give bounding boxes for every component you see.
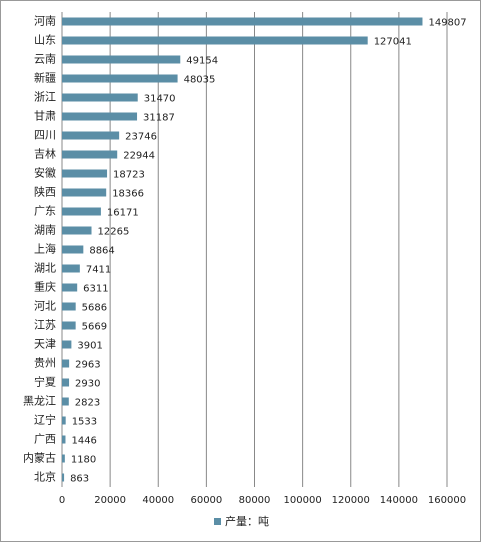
y-tick-label: 陕西: [34, 185, 56, 199]
bar: [62, 55, 181, 64]
x-tick-label: 140000: [380, 495, 418, 506]
value-label: 149807: [428, 18, 466, 29]
bar: [62, 150, 118, 159]
value-label: 31187: [143, 113, 175, 124]
y-tick-label: 安徽: [34, 166, 56, 180]
value-label: 6311: [83, 284, 108, 295]
bar: [62, 188, 107, 197]
y-tick-label: 江苏: [34, 319, 56, 332]
bar: [62, 397, 69, 406]
y-tick-label: 河北: [34, 300, 56, 313]
bar: [62, 435, 66, 444]
bar: [62, 473, 65, 482]
y-tick-label: 辽宁: [34, 413, 56, 427]
bar: [62, 264, 80, 273]
bar: [62, 93, 138, 102]
y-tick-label: 新疆: [34, 71, 56, 85]
value-label: 18366: [112, 189, 144, 200]
bar: [62, 378, 70, 387]
value-label: 23746: [125, 132, 157, 143]
value-label: 31470: [144, 94, 176, 105]
x-tick-label: 160000: [428, 495, 466, 506]
value-label: 127041: [374, 37, 412, 48]
value-label: 5669: [82, 322, 107, 333]
y-tick-label: 内蒙古: [23, 451, 56, 465]
bar: [62, 207, 101, 216]
y-tick-label: 广西: [34, 433, 56, 446]
y-tick-label: 浙江: [34, 91, 56, 104]
bar: [62, 74, 178, 83]
value-label: 2963: [75, 360, 100, 371]
value-label: 1180: [71, 455, 96, 466]
y-tick-label: 甘肃: [34, 110, 56, 123]
bar: [62, 131, 120, 140]
value-label: 1446: [71, 436, 96, 447]
x-tick-label: 20000: [94, 495, 126, 506]
x-tick-label: 40000: [142, 495, 174, 506]
y-tick-label: 云南: [34, 53, 56, 66]
y-tick-label: 宁夏: [34, 375, 56, 389]
x-tick-label: 120000: [332, 495, 370, 506]
y-tick-label: 吉林: [34, 147, 56, 161]
bar: [62, 226, 92, 235]
bar: [62, 17, 423, 26]
bar: [62, 283, 78, 292]
value-label: 863: [70, 474, 89, 485]
x-tick-label: 80000: [239, 495, 271, 506]
y-tick-label: 河南: [34, 15, 56, 28]
x-tick-label: 0: [59, 495, 65, 506]
y-tick-label: 四川: [34, 129, 56, 142]
value-label: 8864: [89, 246, 114, 257]
y-tick-label: 黑龙江: [23, 395, 56, 408]
value-label: 5686: [82, 303, 107, 314]
value-label: 12265: [98, 227, 130, 238]
y-tick-label: 贵州: [34, 357, 56, 370]
legend-swatch: [214, 518, 221, 525]
bar: [62, 245, 84, 254]
y-tick-label: 湖北: [34, 262, 56, 275]
y-tick-label: 天津: [34, 338, 56, 351]
bar: [62, 321, 76, 330]
y-tick-label: 山东: [34, 34, 56, 47]
bar: [62, 112, 138, 121]
value-label: 22944: [123, 151, 155, 162]
value-label: 18723: [113, 170, 145, 181]
bar: [62, 359, 70, 368]
legend-label: 产量：吨: [225, 514, 269, 528]
value-label: 48035: [184, 75, 216, 86]
bar: [62, 36, 368, 45]
bar: [62, 302, 76, 311]
bar: [62, 169, 108, 178]
x-tick-label: 60000: [190, 495, 222, 506]
x-tick-label: 100000: [284, 495, 322, 506]
value-label: 7411: [86, 265, 111, 276]
y-tick-label: 北京: [34, 470, 56, 484]
bar: [62, 416, 66, 425]
bar: [62, 454, 65, 463]
value-label: 16171: [107, 208, 139, 219]
value-label: 2823: [75, 398, 100, 409]
value-label: 49154: [186, 56, 218, 67]
bar: [62, 340, 72, 349]
value-label: 1533: [72, 417, 97, 428]
y-tick-label: 重庆: [34, 280, 56, 294]
value-label: 3901: [77, 341, 102, 352]
y-tick-label: 湖南: [34, 224, 56, 237]
value-label: 2930: [75, 379, 100, 390]
y-tick-label: 上海: [34, 242, 56, 256]
y-tick-label: 广东: [34, 205, 56, 218]
